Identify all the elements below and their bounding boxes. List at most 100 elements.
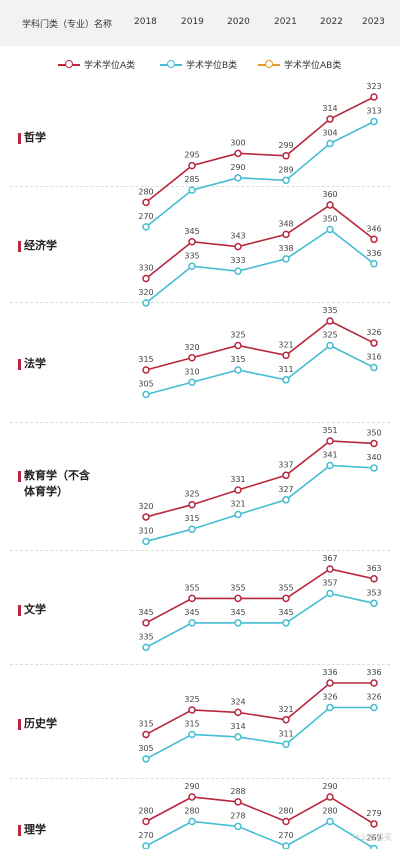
data-point bbox=[326, 341, 334, 350]
data-label: 348 bbox=[278, 219, 293, 228]
series-line bbox=[145, 592, 375, 649]
data-label: 311 bbox=[278, 729, 293, 738]
data-label: 313 bbox=[366, 107, 381, 116]
data-point bbox=[234, 149, 242, 158]
data-label: 314 bbox=[230, 722, 245, 731]
data-point bbox=[282, 351, 290, 360]
data-label: 305 bbox=[138, 380, 153, 389]
data-point bbox=[370, 820, 378, 828]
data-point bbox=[282, 716, 290, 724]
data-label: 324 bbox=[230, 697, 245, 706]
data-point bbox=[370, 575, 378, 583]
data-point bbox=[282, 740, 290, 748]
data-label: 345 bbox=[230, 608, 245, 617]
data-label: 345 bbox=[278, 608, 293, 617]
series-line bbox=[145, 796, 375, 825]
data-point bbox=[188, 594, 196, 603]
data-label: 315 bbox=[138, 355, 153, 364]
data-label: 310 bbox=[138, 526, 153, 535]
data-label: 326 bbox=[322, 693, 337, 702]
panel-separator bbox=[10, 186, 390, 187]
data-label: 360 bbox=[322, 190, 337, 199]
data-label: 299 bbox=[278, 141, 293, 150]
data-point bbox=[370, 93, 378, 101]
legend-b-label: 学术学位B类 bbox=[186, 61, 238, 71]
panel-separator bbox=[10, 302, 390, 303]
data-label: 305 bbox=[138, 744, 153, 753]
data-point bbox=[142, 537, 150, 546]
header-year-2022: 2022 bbox=[320, 17, 343, 27]
data-point bbox=[234, 594, 242, 603]
data-label: 280 bbox=[138, 187, 153, 196]
panel-separator bbox=[10, 664, 390, 665]
panel-separator bbox=[10, 550, 390, 551]
data-point bbox=[326, 317, 334, 325]
data-point bbox=[142, 817, 150, 826]
data-point bbox=[142, 619, 150, 627]
series-line bbox=[145, 120, 375, 228]
data-label: 289 bbox=[278, 165, 293, 174]
data-point bbox=[234, 174, 242, 182]
data-point bbox=[234, 708, 242, 717]
data-label: 280 bbox=[322, 807, 337, 816]
data-label: 353 bbox=[366, 588, 381, 597]
data-label: 321 bbox=[278, 340, 293, 349]
data-label: 320 bbox=[138, 502, 153, 511]
category-marker bbox=[18, 719, 21, 730]
data-point bbox=[234, 822, 242, 831]
category-marker bbox=[18, 359, 21, 370]
panel-separator bbox=[10, 422, 390, 423]
data-label: 335 bbox=[138, 632, 153, 641]
header-year-2023: 2023 bbox=[362, 17, 385, 27]
data-label: 333 bbox=[230, 256, 245, 265]
data-label: 279 bbox=[366, 809, 381, 818]
data-label: 335 bbox=[322, 306, 337, 315]
data-point bbox=[142, 643, 150, 652]
data-label: 270 bbox=[138, 831, 153, 840]
panel-separator bbox=[10, 778, 390, 779]
chart-legend: 学术学位A类 学术学位B类 学术学位AB类 bbox=[0, 52, 400, 78]
data-point bbox=[326, 139, 334, 148]
data-label: 340 bbox=[366, 453, 381, 462]
data-point bbox=[234, 798, 242, 806]
data-point bbox=[326, 589, 334, 598]
table-header: 学科门类（专业）名称 2018 2019 2020 2021 2022 2023 bbox=[0, 0, 400, 46]
category-marker bbox=[18, 241, 21, 252]
data-label: 323 bbox=[366, 82, 381, 91]
data-point bbox=[326, 817, 334, 826]
legend-a-label: 学术学位A类 bbox=[84, 61, 136, 71]
series-line bbox=[145, 344, 375, 396]
data-label: 336 bbox=[322, 668, 337, 677]
data-label: 280 bbox=[278, 807, 293, 816]
data-label: 315 bbox=[230, 355, 245, 364]
data-label: 269 bbox=[366, 833, 381, 842]
data-label: 310 bbox=[184, 367, 199, 376]
data-label: 325 bbox=[184, 490, 199, 499]
data-label: 290 bbox=[322, 782, 337, 791]
data-label: 321 bbox=[230, 500, 245, 509]
header-year-2021: 2021 bbox=[274, 17, 297, 27]
data-label: 325 bbox=[230, 331, 245, 340]
data-label: 326 bbox=[366, 693, 381, 702]
data-point bbox=[142, 223, 150, 231]
data-point bbox=[188, 186, 196, 194]
category-label: 教育学（不含 体育学） bbox=[24, 469, 90, 498]
data-label: 288 bbox=[230, 787, 245, 796]
series-line bbox=[145, 568, 375, 624]
data-point bbox=[370, 464, 378, 472]
data-point bbox=[142, 274, 150, 283]
data-label: 326 bbox=[366, 328, 381, 337]
series-line bbox=[145, 96, 375, 203]
data-point bbox=[188, 730, 196, 739]
legend-ab-marker bbox=[265, 60, 273, 68]
data-label: 357 bbox=[322, 579, 337, 588]
category-marker bbox=[18, 133, 21, 144]
data-point bbox=[188, 500, 196, 509]
data-point bbox=[282, 471, 290, 480]
category-marker bbox=[18, 825, 21, 836]
data-label: 280 bbox=[184, 807, 199, 816]
series-line bbox=[145, 464, 375, 543]
series-line bbox=[145, 706, 374, 760]
data-point bbox=[234, 619, 242, 627]
